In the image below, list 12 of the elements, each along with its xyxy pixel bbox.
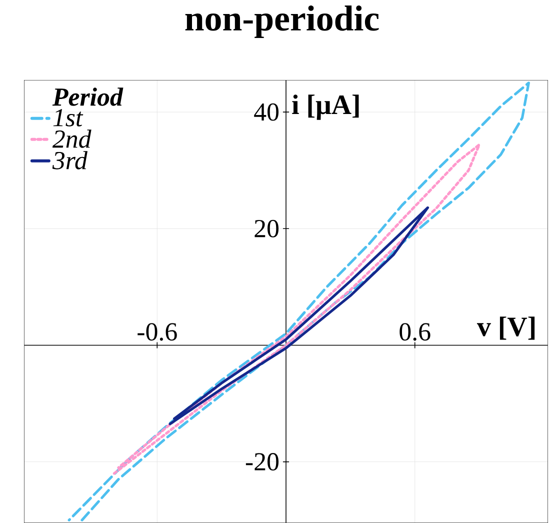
y-tick-label: 20 [254,220,279,238]
x-tick-label: -0.6 [138,323,177,341]
legend-label: 2nd [52,130,92,148]
y-tick-label: 40 [254,103,279,121]
chart-title: non-periodic [185,6,379,38]
x-axis-title: v [V] [476,316,535,340]
x-tick-label: 0.6 [400,323,430,341]
legend-label: 1st [53,109,84,126]
legend-label: 3rd [52,151,88,170]
legend-title: Period [52,88,124,106]
y-tick-label: -20 [246,453,279,471]
y-axis-title: i [μA] [292,94,359,120]
